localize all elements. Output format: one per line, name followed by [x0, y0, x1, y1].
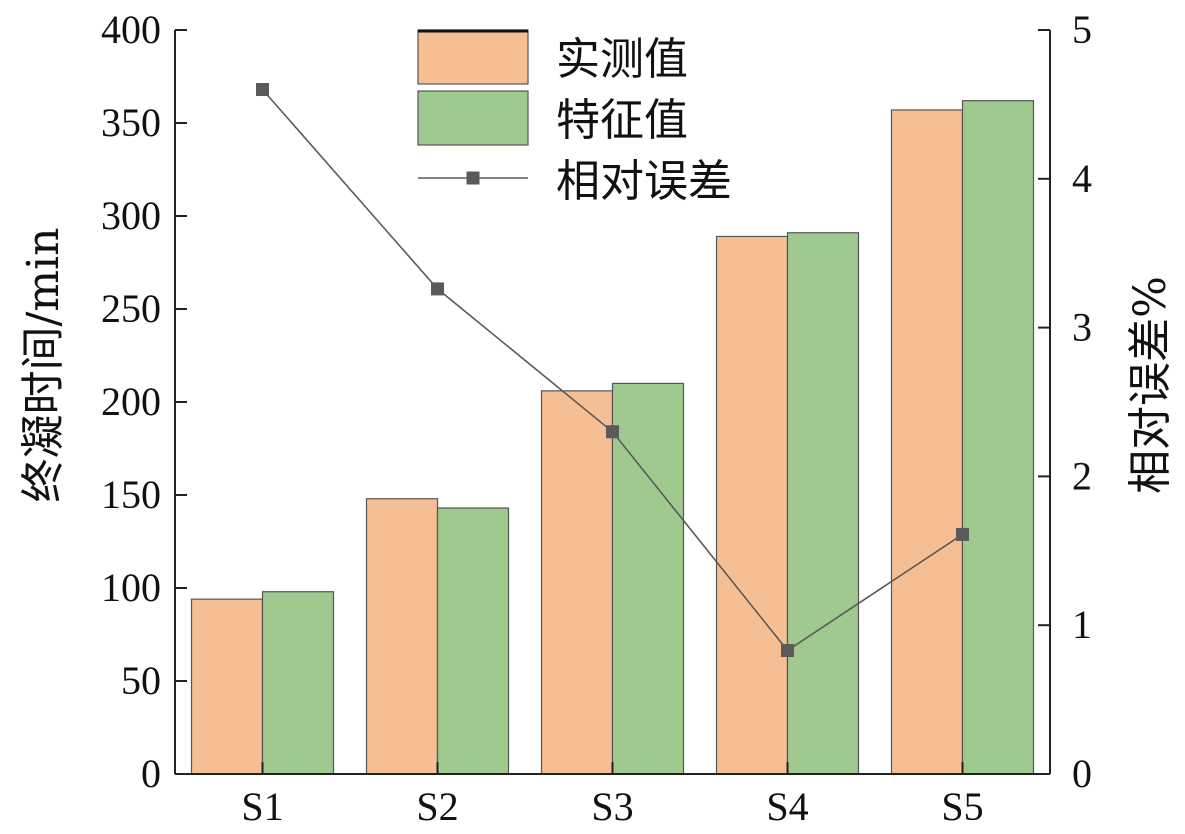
bar-characteristic-s5 [961, 100, 1035, 775]
left-tick-label: 150 [101, 472, 161, 517]
left-tick-label: 0 [141, 751, 161, 796]
error-marker-s3 [606, 425, 619, 439]
legend-label: 特征值 [556, 95, 688, 146]
error-marker-s1 [256, 83, 269, 97]
left-tick-label: 100 [101, 565, 161, 610]
legend-label: 相对误差 [556, 156, 732, 207]
legend-swatch-measured [417, 29, 529, 85]
bar-characteristic-s2 [436, 507, 510, 775]
right-axis-title: 相对误差% [1125, 276, 1176, 494]
bar-characteristic-s3 [611, 382, 685, 775]
left-axis-title: 终凝时间/min [18, 228, 69, 503]
bar-characteristic-s1 [261, 591, 335, 775]
x-tick-label: S4 [766, 784, 808, 829]
left-tick-label: 300 [101, 193, 161, 238]
x-tick-label: S2 [416, 784, 458, 829]
error-marker-s2 [431, 282, 444, 296]
bars-layer [190, 100, 1035, 775]
x-tick-label: S5 [941, 784, 983, 829]
right-tick-label: 5 [1072, 7, 1092, 52]
error-marker-s5 [956, 527, 969, 541]
right-tick-label: 4 [1072, 156, 1092, 201]
left-tick-label: 200 [101, 379, 161, 424]
bar-characteristic-s4 [786, 232, 860, 775]
bar-measured-s4 [715, 235, 789, 775]
x-tick-label: S1 [241, 784, 283, 829]
legend-label: 实测值 [556, 34, 688, 85]
right-tick-label: 2 [1072, 453, 1092, 498]
left-tick-label: 400 [101, 7, 161, 52]
bar-measured-s2 [365, 498, 439, 775]
legend-marker-sample [466, 171, 480, 185]
bar-measured-s3 [540, 390, 614, 775]
bar-measured-s5 [890, 109, 964, 775]
legend-swatch-characteristic [417, 90, 529, 146]
x-tick-label: S3 [591, 784, 633, 829]
right-tick-label: 1 [1072, 602, 1092, 647]
error-line-layer [256, 83, 969, 657]
bar-measured-s1 [190, 598, 264, 775]
right-tick-label: 3 [1072, 305, 1092, 350]
left-tick-label: 250 [101, 286, 161, 331]
left-tick-label: 50 [121, 658, 161, 703]
ticks-layer: 0 50 100 150 200 250 300 350 400 0 1 2 3 4 5 S1 S2 S3 S4 S5 [101, 7, 1092, 829]
error-marker-s4 [781, 643, 794, 657]
left-tick-label: 350 [101, 100, 161, 145]
right-tick-label: 0 [1072, 751, 1092, 796]
